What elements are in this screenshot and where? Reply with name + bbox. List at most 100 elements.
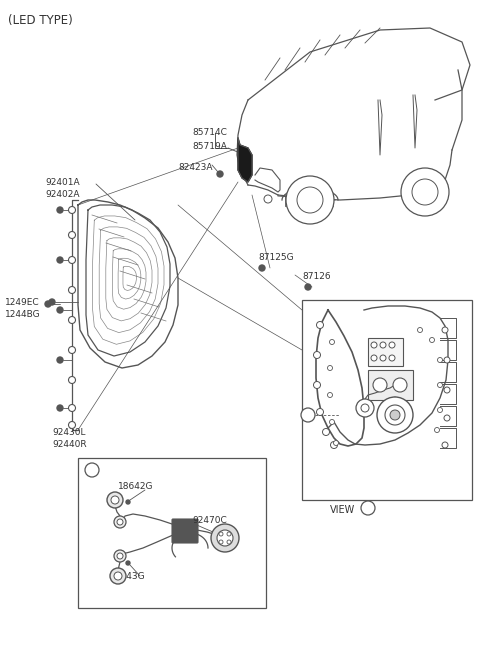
- Text: 87126: 87126: [302, 272, 331, 281]
- Circle shape: [401, 168, 449, 216]
- Circle shape: [264, 195, 272, 203]
- Circle shape: [69, 422, 75, 428]
- Circle shape: [444, 387, 450, 393]
- Circle shape: [442, 327, 448, 333]
- Circle shape: [361, 404, 369, 412]
- Circle shape: [69, 287, 75, 293]
- Circle shape: [117, 519, 123, 525]
- Text: a: a: [89, 465, 95, 475]
- Circle shape: [305, 284, 311, 290]
- Circle shape: [377, 397, 413, 433]
- FancyBboxPatch shape: [368, 370, 413, 400]
- Circle shape: [114, 550, 126, 562]
- Text: VIEW: VIEW: [330, 505, 355, 515]
- Text: 92440R: 92440R: [52, 440, 86, 449]
- Text: 1249EC: 1249EC: [5, 298, 40, 307]
- Circle shape: [211, 524, 239, 552]
- Text: 92470C: 92470C: [192, 516, 227, 525]
- Circle shape: [227, 532, 231, 536]
- Circle shape: [286, 176, 334, 224]
- Circle shape: [217, 530, 233, 546]
- Circle shape: [110, 568, 126, 584]
- Circle shape: [361, 501, 375, 515]
- Circle shape: [316, 321, 324, 329]
- Circle shape: [69, 231, 75, 239]
- Circle shape: [418, 327, 422, 332]
- Circle shape: [389, 355, 395, 361]
- Circle shape: [437, 358, 443, 362]
- Circle shape: [444, 357, 450, 363]
- Circle shape: [219, 532, 223, 536]
- Circle shape: [111, 496, 119, 504]
- Circle shape: [331, 442, 337, 448]
- Circle shape: [227, 540, 231, 544]
- Circle shape: [69, 346, 75, 354]
- Circle shape: [114, 516, 126, 528]
- Text: 92430L: 92430L: [52, 428, 85, 437]
- Circle shape: [57, 207, 63, 213]
- Circle shape: [437, 408, 443, 412]
- Circle shape: [57, 357, 63, 363]
- Circle shape: [356, 399, 374, 417]
- Circle shape: [434, 428, 440, 432]
- Circle shape: [390, 410, 400, 420]
- Text: a: a: [305, 410, 311, 420]
- Circle shape: [313, 352, 321, 358]
- Text: 87125G: 87125G: [258, 253, 294, 262]
- Circle shape: [107, 492, 123, 508]
- Circle shape: [430, 338, 434, 342]
- Circle shape: [323, 428, 329, 436]
- Circle shape: [329, 340, 335, 344]
- Circle shape: [442, 442, 448, 448]
- FancyBboxPatch shape: [172, 519, 198, 543]
- Circle shape: [85, 463, 99, 477]
- Circle shape: [49, 299, 55, 305]
- Circle shape: [57, 257, 63, 263]
- Circle shape: [327, 366, 333, 370]
- Circle shape: [69, 404, 75, 412]
- Text: 82423A: 82423A: [178, 163, 213, 172]
- Circle shape: [371, 342, 377, 348]
- Circle shape: [329, 420, 335, 424]
- Circle shape: [297, 187, 323, 213]
- Circle shape: [380, 342, 386, 348]
- Text: 18643G: 18643G: [110, 572, 145, 581]
- Circle shape: [389, 342, 395, 348]
- Circle shape: [126, 561, 130, 565]
- Circle shape: [126, 500, 130, 504]
- Circle shape: [301, 408, 315, 422]
- Text: 1244BG: 1244BG: [5, 310, 41, 319]
- Circle shape: [259, 265, 265, 271]
- Circle shape: [437, 382, 443, 388]
- Text: (LED TYPE): (LED TYPE): [8, 14, 73, 27]
- Circle shape: [444, 415, 450, 421]
- Circle shape: [117, 553, 123, 559]
- Circle shape: [385, 405, 405, 425]
- Circle shape: [393, 378, 407, 392]
- Circle shape: [69, 207, 75, 213]
- Circle shape: [327, 392, 333, 398]
- Text: 85719A: 85719A: [192, 142, 227, 151]
- Circle shape: [371, 355, 377, 361]
- Circle shape: [57, 405, 63, 411]
- Circle shape: [380, 355, 386, 361]
- Circle shape: [412, 179, 438, 205]
- Text: 92402A: 92402A: [45, 190, 80, 199]
- Circle shape: [334, 440, 338, 446]
- Text: 85714C: 85714C: [192, 128, 227, 137]
- Circle shape: [219, 540, 223, 544]
- Circle shape: [316, 408, 324, 416]
- FancyBboxPatch shape: [368, 338, 403, 366]
- Circle shape: [69, 376, 75, 384]
- Circle shape: [114, 572, 122, 580]
- Text: 18642G: 18642G: [118, 482, 154, 491]
- Circle shape: [45, 301, 51, 307]
- Circle shape: [69, 257, 75, 263]
- Polygon shape: [238, 138, 252, 182]
- Circle shape: [69, 317, 75, 323]
- Circle shape: [57, 307, 63, 313]
- Circle shape: [313, 382, 321, 388]
- Circle shape: [373, 378, 387, 392]
- Text: A: A: [365, 503, 371, 513]
- Circle shape: [217, 171, 223, 177]
